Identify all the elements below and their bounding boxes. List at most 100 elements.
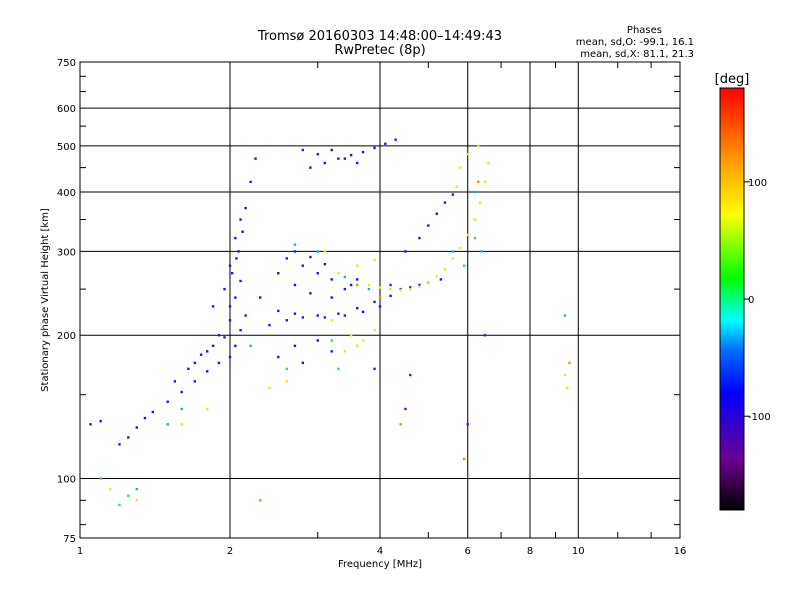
scatter-point	[477, 180, 480, 184]
scatter-point	[109, 487, 112, 491]
scatter-point	[451, 257, 455, 260]
scatter-point	[211, 305, 215, 308]
scatter-point	[389, 287, 392, 291]
x-tick-label: 8	[527, 546, 533, 557]
scatter-point	[217, 361, 221, 365]
x-tick-label: 10	[572, 546, 585, 557]
scatter-point	[435, 212, 438, 215]
x-tick-label: 2	[227, 546, 233, 557]
scatter-point	[187, 367, 190, 371]
scatter-point	[277, 309, 280, 313]
scatter-point	[254, 157, 257, 160]
scatter-point	[330, 278, 333, 281]
colorbar-tick-label: -100	[748, 412, 771, 423]
scatter-point	[473, 236, 477, 240]
scatter-point	[259, 296, 262, 299]
x-tick-label: 6	[465, 546, 471, 557]
scatter-point	[135, 499, 138, 502]
scatter-point	[316, 339, 319, 342]
scatter-point	[389, 283, 392, 287]
scatter-point	[462, 457, 466, 461]
scatter-point	[244, 206, 247, 210]
y-tick-label: 400	[57, 188, 76, 199]
scatter-point	[355, 161, 359, 165]
scatter-point	[455, 185, 458, 189]
scatter-point	[166, 400, 169, 403]
scatter-point	[355, 344, 359, 348]
scatter-point	[323, 161, 327, 165]
scatter-point	[349, 153, 353, 157]
scatter-point	[355, 283, 359, 287]
scatter-point	[473, 190, 477, 194]
scatter-point	[239, 279, 242, 283]
colorbar-tick-label: 100	[748, 178, 767, 189]
y-ticks: 75 100 200 300 400 500 600 750	[57, 58, 680, 545]
colorbar-ticks: 100 0 -100	[744, 178, 771, 423]
scatter-point	[451, 193, 455, 196]
scatter-point	[563, 373, 567, 377]
scatter-point	[205, 370, 209, 373]
scatter-point	[277, 272, 280, 275]
scatter-point	[230, 272, 234, 275]
scatter-point	[173, 380, 177, 383]
scatter-point	[399, 423, 402, 426]
scatter-point	[427, 281, 430, 284]
scatter-point	[404, 407, 407, 411]
scatter-point	[301, 316, 305, 319]
scatter-point	[239, 218, 242, 221]
scatter-point	[487, 161, 490, 165]
scatter-point	[293, 250, 297, 253]
scatter-point	[228, 305, 232, 308]
x-tick-label: 4	[377, 546, 383, 557]
scatter-point	[480, 250, 483, 253]
scatter-point	[293, 344, 297, 348]
scatter-point	[337, 367, 340, 371]
scatter-point	[343, 157, 347, 160]
scatter-point	[330, 339, 333, 342]
scatter-point	[337, 312, 340, 315]
scatter-point	[99, 419, 102, 423]
scatter-point	[244, 314, 247, 317]
scatter-point	[373, 328, 376, 332]
scatter-point	[180, 407, 183, 411]
scatter-point	[166, 423, 169, 426]
stats-heading: Phases	[627, 25, 662, 36]
scatter-point	[565, 386, 569, 390]
scatter-point	[309, 255, 312, 259]
scatter-point	[361, 310, 365, 314]
scatter-point	[373, 367, 376, 371]
scatter-point	[89, 423, 92, 426]
scatter-point	[323, 263, 327, 266]
scatter-point	[193, 361, 197, 365]
scatter-point	[143, 416, 147, 420]
scatter-point	[285, 319, 288, 322]
scatter-point	[151, 410, 155, 414]
scatter-point	[418, 283, 421, 287]
scatter-point	[316, 272, 319, 275]
scatter-point	[361, 339, 365, 342]
scatter-point	[443, 201, 447, 204]
scatter-point	[293, 243, 297, 246]
scatter-point	[330, 148, 333, 152]
scatter-point	[118, 503, 121, 507]
scatter-point	[462, 264, 466, 267]
scatter-point	[241, 230, 244, 233]
scatter-point	[135, 487, 138, 491]
scatter-point	[367, 283, 371, 287]
scatter-point	[285, 380, 288, 383]
colorbar	[720, 88, 744, 510]
plot-frame	[79, 61, 681, 539]
scatter-point	[259, 499, 262, 502]
scatter-point	[330, 319, 333, 322]
scatter-point	[285, 257, 288, 260]
scatter-point	[127, 494, 130, 497]
scatter-point	[234, 236, 237, 240]
scatter-point	[394, 138, 397, 141]
scatter-point	[309, 292, 312, 295]
stats-line-o: mean, sd,O: -99.1, 16.1	[576, 37, 694, 48]
scatter-point	[323, 316, 327, 319]
scatter-point	[268, 386, 271, 390]
scatter-point	[234, 296, 237, 299]
